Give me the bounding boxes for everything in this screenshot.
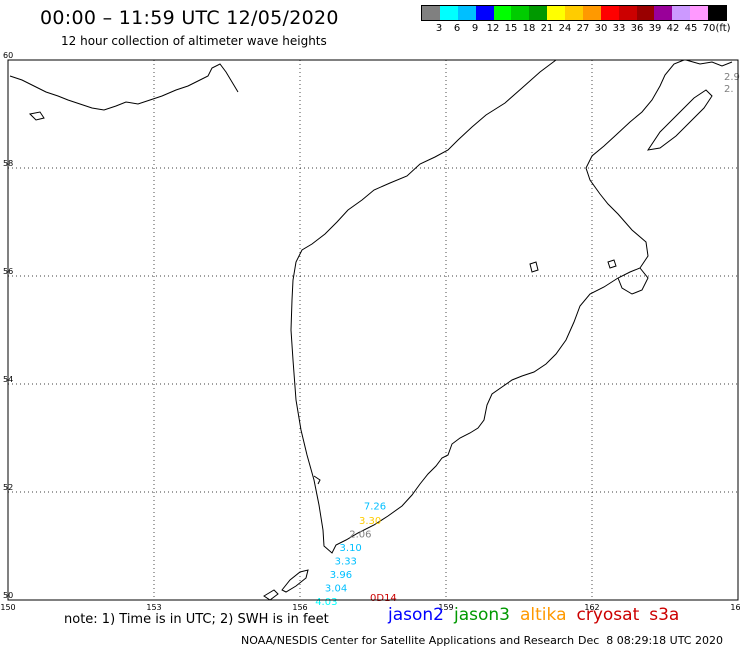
legend-swatch xyxy=(511,6,530,20)
magadan-island xyxy=(28,111,45,121)
legend-label: 33 xyxy=(612,23,626,34)
track-marker-label: 0D14 xyxy=(370,593,397,604)
legend-swatch xyxy=(600,6,619,20)
wave-height-value: 3.96 xyxy=(330,570,352,581)
lon-tick-label: 156 xyxy=(292,603,307,612)
lon-tick-label: 165 xyxy=(730,603,740,612)
legend-swatch xyxy=(582,6,601,20)
legend-label: 21 xyxy=(540,23,554,34)
legend-swatch xyxy=(565,6,583,20)
legend-labels: 3 6 9 12 15 18 21 24 27 30 33 36 39 42 45 70 (ft) xyxy=(421,21,731,35)
legend-swatch xyxy=(672,6,691,20)
legend-label: 6 xyxy=(453,23,461,34)
lon-tick-label: 159 xyxy=(438,603,453,612)
legend-swatch xyxy=(654,6,673,20)
legend-label: 39 xyxy=(648,23,662,34)
legend-label: 3 xyxy=(435,23,443,34)
legend-label: 15 xyxy=(504,23,518,34)
legend-swatch xyxy=(547,6,565,20)
legend-swatch xyxy=(493,6,512,20)
legend-label: 18 xyxy=(522,23,536,34)
legend-swatch xyxy=(708,6,726,20)
wave-height-value: 3.04 xyxy=(325,584,347,595)
satellite-s3a: s3a xyxy=(649,605,680,625)
edge-wave-value: 2.9 xyxy=(724,72,740,83)
wave-height-labels: 7.26 3.30 2.06 3.10 3.33 3.96 3.04 4.03 2.92. 0D1… xyxy=(315,72,740,608)
wave-height-value: 3.30 xyxy=(359,516,381,527)
page-subtitle: 12 hour collection of altimeter wave hei… xyxy=(61,34,327,48)
wave-height-value: 3.33 xyxy=(335,557,357,568)
island-east-2 xyxy=(529,261,539,273)
legend-swatch xyxy=(457,6,476,20)
legend-swatch xyxy=(690,6,708,20)
wave-height-value: 7.26 xyxy=(364,502,386,513)
legend-label: 9 xyxy=(471,23,479,34)
footer-note: note: 1) Time is in UTC; 2) SWH is in fe… xyxy=(64,612,329,627)
legend-label: 70 xyxy=(702,23,716,34)
edge-wave-value: 2. xyxy=(724,84,734,95)
satellite-cryosat: cryosat xyxy=(576,605,640,625)
axis-ticks: 150153156159162165605856545250 xyxy=(0,51,740,612)
northeast-coast xyxy=(685,59,733,67)
legend-label: 30 xyxy=(594,23,608,34)
lat-tick-label: 60 xyxy=(3,51,13,60)
legend-label: 24 xyxy=(558,23,572,34)
color-legend: 3 6 9 12 15 18 21 24 27 30 33 36 39 42 45 70 (ft) xyxy=(421,5,731,35)
satellite-legend: jason2 jason3 altika cryosat s3a xyxy=(388,605,689,625)
legend-label: 27 xyxy=(576,23,590,34)
wave-height-value: 2.06 xyxy=(349,530,371,541)
kuril-island-2 xyxy=(263,589,279,601)
coastline xyxy=(9,59,733,601)
satellite-jason2: jason2 xyxy=(388,605,444,625)
legend-label: 42 xyxy=(666,23,680,34)
legend-swatches xyxy=(421,5,727,21)
kuril-island-1 xyxy=(281,569,309,593)
lon-tick-label: 162 xyxy=(584,603,599,612)
wave-height-value: 4.03 xyxy=(315,597,337,608)
lon-tick-label: 150 xyxy=(0,603,15,612)
legend-unit: (ft) xyxy=(715,23,731,34)
credit-timestamp: Dec 8 08:29:18 UTC 2020 xyxy=(578,634,723,647)
legend-swatch xyxy=(422,6,440,20)
satellite-altika: altika xyxy=(520,605,567,625)
legend-label: 36 xyxy=(630,23,644,34)
legend-swatch xyxy=(636,6,655,20)
credit-text: NOAA/NESDIS Center for Satellite Applica… xyxy=(241,634,575,647)
lon-tick-label: 153 xyxy=(146,603,161,612)
kronotsky-bay xyxy=(617,267,649,295)
legend-swatch xyxy=(439,6,458,20)
map-frame xyxy=(7,59,739,601)
island-east-1 xyxy=(607,259,617,269)
legend-swatch xyxy=(618,6,637,20)
legend-label: 45 xyxy=(684,23,698,34)
satellite-jason3: jason3 xyxy=(454,605,510,625)
legend-label: 12 xyxy=(486,23,500,34)
page-title: 00:00 – 11:59 UTC 12/05/2020 xyxy=(40,7,339,29)
west-coast-inlet xyxy=(313,475,321,485)
kamchatka-west-coast xyxy=(290,59,685,554)
legend-swatch xyxy=(529,6,548,20)
legend-swatch xyxy=(475,6,494,20)
karaginsky-island xyxy=(646,89,713,151)
magadan-coast xyxy=(9,63,239,111)
wave-height-value: 3.10 xyxy=(340,543,362,554)
